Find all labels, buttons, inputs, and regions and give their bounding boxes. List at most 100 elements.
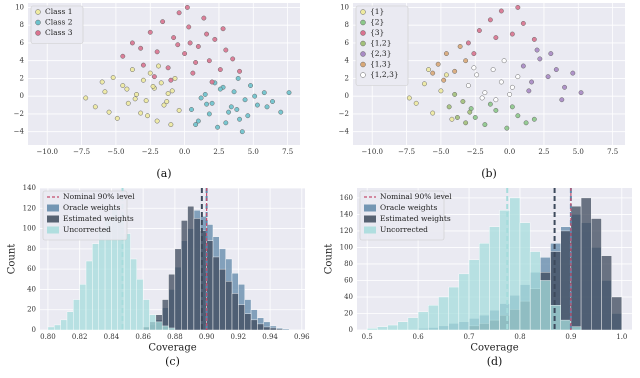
scatter-point	[430, 110, 436, 116]
x-tick-label: −2.5	[467, 148, 484, 156]
scatter-point	[570, 70, 576, 76]
scatter-point	[421, 81, 427, 87]
x-tick-label: 0.94	[262, 333, 278, 341]
legend-marker	[360, 30, 366, 36]
x-tick-label: −7.5	[398, 148, 415, 156]
legend-label: Class 1	[45, 7, 72, 16]
histogram-bar	[282, 328, 290, 331]
scatter-point	[254, 102, 260, 108]
y-tick-label: 4	[20, 57, 25, 65]
scatter-point	[143, 98, 149, 104]
x-tick-label: −7.5	[73, 148, 90, 156]
x-tick-label: −2.5	[142, 148, 159, 156]
histogram-bar	[136, 279, 144, 331]
y-tick-label: 40	[344, 293, 353, 301]
scatter-point	[501, 58, 507, 64]
scatter-point	[509, 84, 515, 90]
x-tick-label: 0.6	[413, 333, 425, 341]
x-tick-label: 0.90	[199, 333, 215, 341]
histogram-bar	[168, 274, 176, 331]
x-tick-label: 0.7	[463, 333, 474, 341]
scatter-point	[220, 26, 226, 32]
y-tick-label: 8	[345, 21, 349, 29]
histogram-bar	[580, 197, 592, 331]
legend-label: Estimated weights	[63, 214, 134, 223]
legend-box	[42, 190, 128, 241]
legend-patch	[364, 204, 376, 212]
y-tick-label: 140	[23, 184, 36, 192]
y-tick-label: 100	[23, 225, 36, 233]
histogram-bar	[85, 260, 93, 331]
x-tick-label: 0.80	[40, 333, 56, 341]
histogram-bar	[407, 317, 419, 331]
legend-marker	[360, 51, 366, 57]
scatter-point	[562, 84, 568, 90]
scatter-point	[286, 90, 292, 96]
scatter-point	[498, 8, 504, 14]
scatter-point	[531, 116, 537, 122]
histogram-bar	[263, 326, 271, 331]
y-tick-label: 20	[27, 306, 36, 314]
scatter-point	[526, 88, 532, 94]
x-tick-label: 5.0	[248, 148, 259, 156]
scatter-point	[493, 35, 499, 41]
histogram-bar	[438, 296, 449, 331]
legend-patch	[47, 226, 59, 234]
scatter-point	[206, 58, 212, 64]
scatter-point	[509, 31, 515, 37]
scatter-point	[242, 97, 248, 103]
histogram-bar	[238, 304, 245, 331]
scatter-point	[124, 86, 130, 92]
histogram-bar	[448, 286, 460, 331]
scatter-point	[413, 100, 419, 106]
scatter-point	[239, 129, 245, 135]
scatter-point	[151, 74, 157, 80]
scatter-point	[465, 83, 471, 88]
caption: (c)	[165, 355, 180, 368]
histogram-bar	[366, 328, 378, 331]
scatter-point	[193, 122, 199, 128]
x-tick-label: 0.0	[504, 148, 515, 156]
histogram-bar	[149, 314, 157, 331]
scatter-point	[186, 24, 192, 30]
scatter-point	[270, 99, 275, 104]
y-tick-label: 140	[340, 210, 353, 218]
legend-label: Uncorrected	[63, 225, 111, 234]
legend-box	[359, 190, 445, 241]
scatter-point	[476, 28, 482, 33]
scatter-point	[140, 77, 146, 83]
scatter-point	[498, 79, 504, 85]
y-tick-label: 2	[345, 74, 349, 82]
scatter-point	[83, 95, 89, 101]
histogram-bar	[377, 326, 388, 331]
y-tick-label: −2	[14, 110, 24, 118]
scatter-point	[215, 124, 221, 130]
scatter-point	[235, 75, 241, 81]
y-tick-label: 120	[23, 204, 36, 212]
y-tick-label: 10	[15, 3, 24, 11]
legend-marker	[35, 30, 41, 36]
scatter-point	[520, 63, 526, 69]
scatter-point	[515, 4, 521, 10]
scatter-point	[187, 40, 193, 46]
x-tick-label: 5.0	[573, 148, 584, 156]
scatter-point	[160, 19, 166, 25]
legend-patch	[364, 226, 376, 234]
scatter-point	[463, 120, 469, 126]
histogram-bar	[540, 280, 551, 331]
scatter-point	[99, 79, 105, 85]
legend-patch	[364, 215, 376, 223]
scatter-point	[230, 56, 236, 62]
scatter-point	[209, 100, 215, 106]
scatter-point	[441, 77, 447, 83]
x-tick-label: 7.5	[282, 148, 293, 156]
histogram-bar	[92, 243, 99, 331]
histogram-bar	[276, 328, 283, 331]
y-tick-label: 6	[20, 39, 25, 47]
scatter-point	[168, 77, 174, 83]
legend-label: Nominal 90% level	[63, 192, 135, 201]
scatter-point	[537, 56, 543, 62]
legend-marker	[360, 19, 366, 26]
